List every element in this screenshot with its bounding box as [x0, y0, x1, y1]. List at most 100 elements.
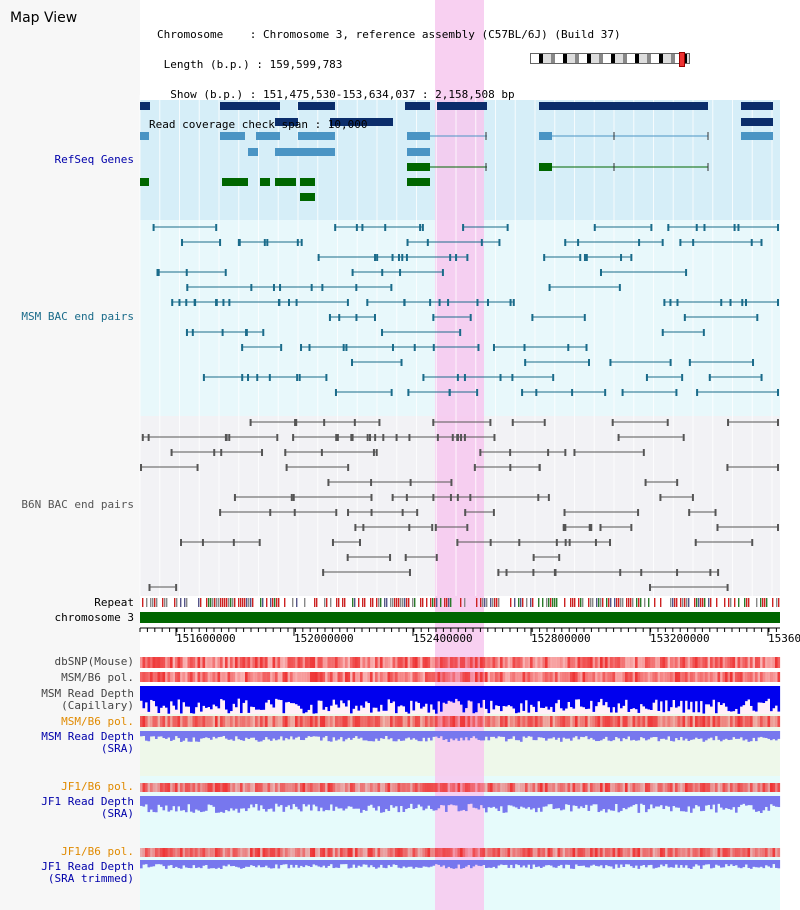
msm-pol-heat-1: [637, 672, 641, 682]
msm-sra-depth: [430, 731, 433, 741]
jf1-pol-heat-2: [527, 848, 531, 857]
jf1-pol-heat-1: [675, 783, 678, 792]
dbsnp-heat: [215, 657, 218, 668]
jf1-pol-heat-2: [732, 848, 736, 857]
dbsnp-heat: [257, 657, 261, 668]
msm-pol-heat-2: [312, 716, 316, 727]
jf1-sra-depth: [157, 796, 161, 805]
jf1-trimmed-depth: [470, 860, 473, 869]
msm-bac-pair-end: [422, 374, 425, 381]
msm-capillary-depth: [257, 686, 261, 710]
msm-bac-pair-end: [296, 374, 299, 381]
jf1-pol-heat-1: [472, 783, 476, 792]
jf1-sra-depth: [667, 796, 671, 807]
dbsnp-heat: [572, 657, 576, 668]
msm-capillary-depth: [510, 686, 513, 707]
msm-sra-depth: [465, 731, 468, 738]
msm-bac-pair-end: [469, 314, 472, 321]
msm-bac-end-pairs-label[interactable]: MSM BAC end pairs: [21, 310, 134, 323]
jf1-pol-heat-1: [430, 783, 433, 792]
jf1-trimmed-depth: [697, 860, 701, 866]
jf1-sra-depth: [712, 796, 716, 805]
gene-exon: [256, 132, 280, 140]
jf1-trimmed-depth: [250, 860, 253, 866]
msm-pol-heat-2: [585, 716, 588, 727]
msm-pol-heat-1: [310, 672, 313, 682]
dbsnp-heat: [272, 657, 276, 668]
jf1-trimmed-depth: [640, 860, 643, 866]
repeat-mark: [292, 598, 294, 607]
msm-pol-heat-2: [195, 716, 198, 727]
repeat-mark: [226, 598, 228, 607]
refseq-genes-label[interactable]: RefSeq Genes: [54, 153, 134, 166]
msm-pol-heat-2: [302, 716, 306, 727]
dbsnp-heat: [400, 657, 403, 668]
jf1-pol-heat-2: [677, 848, 681, 857]
jf1-pol-heat-2: [552, 848, 556, 857]
msm-pol-heat-2: [287, 716, 291, 727]
msm-capillary-depth: [522, 686, 526, 711]
msm-pol-heat-1: [675, 672, 678, 682]
msm-capillary-depth: [672, 686, 676, 700]
jf1-sra-depth: [365, 796, 368, 811]
msm-pol-heat-1: [370, 672, 373, 682]
msm-pol-heat-2: [177, 716, 181, 727]
msm-capillary-depth: [727, 686, 731, 712]
msm-sra-depth: [750, 731, 753, 742]
msm-capillary-depth: [692, 686, 696, 713]
dbsnp-heat: [345, 657, 348, 668]
jf1-pol-heat-1: [490, 783, 493, 792]
repeat-mark: [200, 598, 202, 607]
msm-pol-heat-2: [525, 716, 528, 727]
repeat-mark: [186, 598, 188, 607]
msm-sra-depth: [557, 731, 561, 738]
msm-pol-heat-2: [570, 716, 573, 727]
axis-tick-label: 153200000: [650, 632, 710, 645]
msm-bac-pair-end: [400, 359, 403, 366]
msm-capillary-depth: [675, 686, 678, 708]
jf1-sra-depth: [485, 796, 488, 813]
jf1-pol-heat-2: [725, 848, 728, 857]
repeat-mark: [384, 598, 386, 607]
msm-sra-depth: [645, 731, 648, 741]
jf1-trimmed-depth: [610, 860, 613, 867]
msm-bac-pair-end: [587, 359, 590, 366]
jf1-pol-heat-2: [462, 848, 466, 857]
dbsnp-heat: [432, 657, 436, 668]
jf1-pol-heat-1: [450, 783, 453, 792]
dbsnp-heat: [332, 657, 336, 668]
jf1-pol-heat-1: [412, 783, 416, 792]
dbsnp-heat: [550, 657, 553, 668]
msm-pol-heat-2: [655, 716, 658, 727]
jf1-trimmed-depth: [740, 860, 743, 869]
jf1-pol-heat-1: [495, 783, 498, 792]
msm-pol-heat-1: [387, 672, 391, 682]
jf1-trimmed-depth: [660, 860, 663, 865]
msm-sra-depth: [667, 731, 671, 737]
jf1-pol-heat-2: [535, 848, 538, 857]
dbsnp-heat: [315, 657, 318, 668]
msm-capillary-depth: [377, 686, 381, 712]
msm-pol-heat-2: [385, 716, 388, 727]
jf1-pol-heat-1: [235, 783, 238, 792]
dbsnp-heat: [165, 657, 168, 668]
jf1-pol-heat-1: [207, 783, 211, 792]
msm-pol-heat-1: [362, 672, 366, 682]
b6n-bac-end-pairs-label[interactable]: B6N BAC end pairs: [21, 498, 134, 511]
repeat-mark: [688, 598, 690, 607]
msm-sra-depth: [700, 731, 703, 739]
chromosome-ideogram[interactable]: [530, 52, 690, 67]
b6n-bac-pair-end: [599, 524, 602, 531]
jf1-sra-depth: [332, 796, 336, 811]
dbsnp-heat: [727, 657, 731, 668]
jf1-pol-heat-1: [325, 783, 328, 792]
msm-capillary-depth: [452, 686, 456, 703]
jf1-pol-heat-1: [217, 783, 221, 792]
msm-capillary-depth: [382, 686, 386, 711]
repeat-mark: [412, 598, 414, 607]
dbsnp-heat: [147, 657, 151, 668]
repeat-mark: [490, 598, 492, 607]
b6n-bac-pair-end: [666, 419, 669, 426]
msm-sra-depth: [580, 731, 583, 737]
